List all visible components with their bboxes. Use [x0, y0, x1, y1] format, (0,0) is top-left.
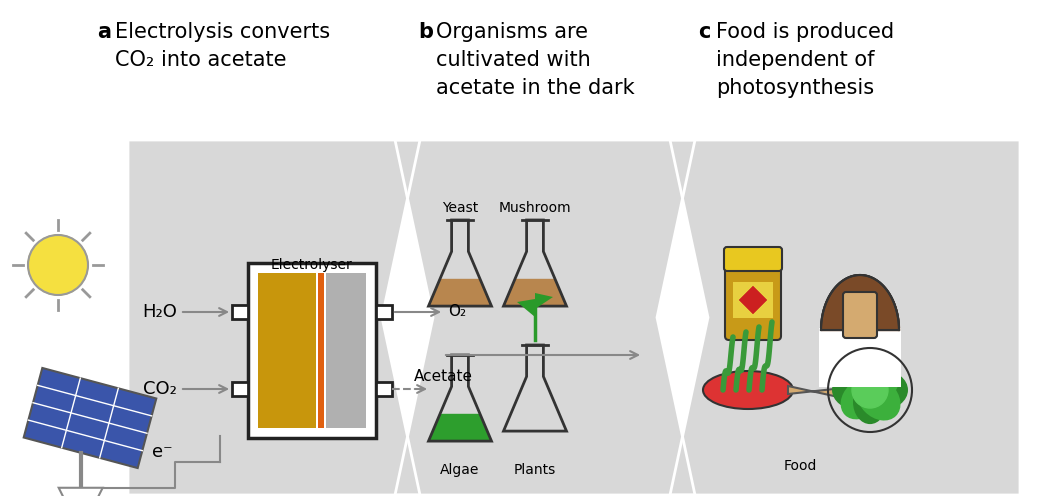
FancyBboxPatch shape: [248, 263, 376, 438]
FancyBboxPatch shape: [724, 247, 782, 271]
Ellipse shape: [703, 371, 793, 409]
Text: Algae: Algae: [441, 463, 480, 477]
FancyBboxPatch shape: [843, 287, 877, 338]
FancyBboxPatch shape: [725, 260, 781, 340]
Text: acetate in the dark: acetate in the dark: [436, 78, 635, 98]
Text: independent of: independent of: [716, 50, 875, 70]
FancyBboxPatch shape: [258, 273, 316, 428]
FancyBboxPatch shape: [326, 273, 366, 428]
Ellipse shape: [853, 380, 887, 424]
Text: Yeast: Yeast: [442, 201, 478, 215]
Ellipse shape: [856, 360, 901, 404]
Ellipse shape: [856, 376, 901, 421]
Ellipse shape: [841, 377, 882, 419]
Ellipse shape: [821, 275, 899, 385]
Polygon shape: [428, 279, 491, 306]
FancyBboxPatch shape: [376, 382, 392, 396]
Polygon shape: [670, 140, 1020, 495]
Text: CO₂: CO₂: [143, 380, 177, 398]
Polygon shape: [395, 140, 695, 495]
FancyBboxPatch shape: [819, 328, 901, 387]
Ellipse shape: [856, 370, 908, 410]
Text: cultivated with: cultivated with: [436, 50, 591, 70]
Ellipse shape: [852, 355, 888, 401]
Circle shape: [28, 235, 88, 295]
Text: O₂: O₂: [448, 305, 467, 319]
Text: Plants: Plants: [514, 463, 556, 477]
Polygon shape: [128, 140, 420, 495]
FancyBboxPatch shape: [232, 305, 248, 319]
Polygon shape: [739, 286, 767, 314]
Text: Organisms are: Organisms are: [436, 22, 588, 42]
Text: b: b: [418, 22, 433, 42]
FancyBboxPatch shape: [843, 292, 877, 338]
Text: Food: Food: [783, 459, 817, 473]
Ellipse shape: [832, 370, 884, 410]
Polygon shape: [428, 414, 491, 441]
FancyBboxPatch shape: [232, 382, 248, 396]
Text: Electrolysis converts: Electrolysis converts: [115, 22, 330, 42]
Text: Acetate: Acetate: [414, 369, 473, 384]
Text: photosynthesis: photosynthesis: [716, 78, 874, 98]
Polygon shape: [517, 299, 535, 317]
Ellipse shape: [842, 362, 881, 401]
Polygon shape: [58, 488, 103, 496]
Polygon shape: [395, 140, 695, 495]
Polygon shape: [788, 386, 843, 398]
Polygon shape: [24, 368, 156, 468]
Text: a: a: [97, 22, 111, 42]
Text: Electrolyser: Electrolyser: [271, 258, 353, 272]
Circle shape: [852, 372, 888, 408]
Polygon shape: [504, 279, 566, 306]
FancyBboxPatch shape: [732, 282, 773, 318]
Polygon shape: [670, 140, 1020, 495]
Polygon shape: [128, 140, 420, 495]
Text: H₂O: H₂O: [142, 303, 177, 321]
Polygon shape: [535, 293, 553, 309]
Text: Mushroom: Mushroom: [499, 201, 571, 215]
Text: Food is produced: Food is produced: [716, 22, 895, 42]
FancyBboxPatch shape: [318, 273, 324, 428]
Polygon shape: [739, 286, 767, 314]
Text: c: c: [698, 22, 711, 42]
Text: CO₂ into acetate: CO₂ into acetate: [115, 50, 287, 70]
Text: e⁻: e⁻: [152, 443, 172, 461]
FancyBboxPatch shape: [376, 305, 392, 319]
